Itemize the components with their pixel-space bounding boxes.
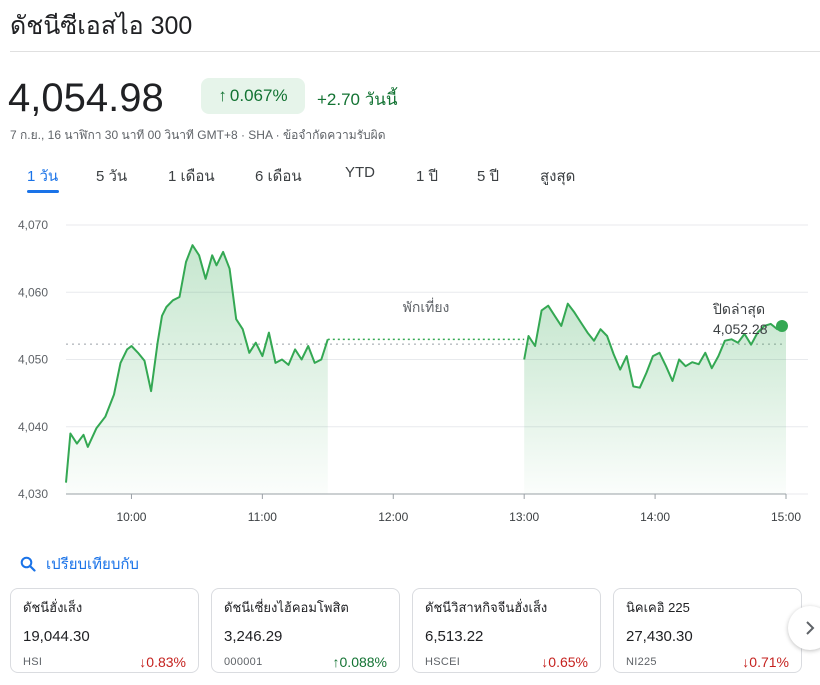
search-icon — [20, 556, 36, 572]
index-symbol: NI225 — [626, 656, 657, 668]
price-chart[interactable]: 4,070 4,060 4,050 4,040 4,030 10:00 11:00 12:00… — [0, 210, 820, 530]
index-card-000001[interactable]: ดัชนีเซี่ยงไฮ้คอมโพสิต 3,246.29 000001 ↑… — [211, 588, 400, 673]
page-title: ดัชนีซีเอสไอ 300 — [10, 12, 193, 40]
index-card-ni225[interactable]: นิคเคอิ 225 27,430.30 NI225 ↓0.71% — [613, 588, 802, 673]
active-tab-indicator — [27, 190, 59, 193]
index-change: ↓0.71% — [742, 654, 789, 670]
previous-close-value: 4,052.28 — [713, 321, 768, 337]
lunch-break-label: พักเที่ยง — [403, 298, 450, 315]
index-name: ดัชนีวิสาหกิจจีนฮั่งเส็ง — [425, 600, 548, 615]
index-symbol: 000001 — [224, 656, 263, 668]
index-change: ↓0.83% — [139, 654, 186, 670]
arrow-down-icon: ↓ — [541, 654, 549, 670]
change-absolute: +2.70 วันนี้ — [317, 90, 398, 109]
x-tick-label: 15:00 — [771, 510, 801, 524]
tab-1-year[interactable]: 1 ปี — [416, 168, 439, 185]
previous-close-label: ปิดล่าสุด — [713, 301, 766, 318]
index-name: ดัชนีฮั่งเส็ง — [23, 600, 83, 615]
index-name: ดัชนีเซี่ยงไฮ้คอมโพสิต — [224, 600, 349, 615]
timestamp-disclaimer: 7 ก.ย., 16 นาฬิกา 30 นาที 00 วินาที GMT+… — [10, 128, 386, 142]
tab-1-day[interactable]: 1 วัน — [27, 168, 59, 185]
change-percent: 0.067% — [229, 86, 288, 105]
x-tick-label: 12:00 — [378, 510, 408, 524]
x-tick-label: 13:00 — [509, 510, 539, 524]
tab-5-day[interactable]: 5 วัน — [96, 168, 128, 185]
arrow-up-icon: ↑ — [218, 86, 227, 105]
index-change: ↑0.088% — [332, 654, 387, 670]
price-area — [66, 245, 328, 494]
y-tick-label: 4,070 — [18, 218, 48, 232]
y-tick-label: 4,030 — [18, 487, 48, 501]
index-card-hsi[interactable]: ดัชนีฮั่งเส็ง 19,044.30 HSI ↓0.83% — [10, 588, 199, 673]
current-price: 4,054.98 — [8, 76, 164, 120]
next-cards-button[interactable] — [788, 606, 820, 650]
index-value: 3,246.29 — [224, 628, 283, 645]
x-tick-label: 11:00 — [248, 510, 277, 524]
x-tick-label: 10:00 — [116, 510, 146, 524]
price-line — [65, 244, 329, 483]
tab-5-year[interactable]: 5 ปี — [477, 168, 500, 185]
y-tick-label: 4,060 — [18, 285, 48, 299]
chevron-right-icon — [806, 621, 815, 635]
index-value: 27,430.30 — [626, 628, 693, 645]
y-tick-label: 4,050 — [18, 353, 48, 367]
index-value: 6,513.22 — [425, 628, 484, 645]
compare-button[interactable]: เปรียบเทียบกับ — [20, 552, 139, 576]
index-value: 19,044.30 — [23, 628, 90, 645]
arrow-down-icon: ↓ — [742, 654, 750, 670]
header-divider — [10, 51, 820, 52]
arrow-up-icon: ↑ — [332, 654, 340, 670]
tab-max[interactable]: สูงสุด — [540, 168, 576, 185]
y-tick-label: 4,040 — [18, 420, 48, 434]
price-line — [523, 302, 787, 389]
index-symbol: HSCEI — [425, 656, 461, 668]
x-tick-label: 14:00 — [640, 510, 670, 524]
index-card-hscei[interactable]: ดัชนีวิสาหกิจจีนฮั่งเส็ง 6,513.22 HSCEI … — [412, 588, 601, 673]
compare-label: เปรียบเทียบกับ — [46, 556, 139, 573]
last-price-marker — [776, 320, 788, 333]
index-name: นิคเคอิ 225 — [626, 600, 690, 615]
index-symbol: HSI — [23, 656, 43, 668]
tab-1-month[interactable]: 1 เดือน — [168, 168, 215, 185]
change-percent-badge: ↑ 0.067% — [201, 78, 305, 114]
arrow-down-icon: ↓ — [139, 654, 147, 670]
index-change: ↓0.65% — [541, 654, 588, 670]
tab-6-month[interactable]: 6 เดือน — [255, 168, 302, 185]
tab-ytd[interactable]: YTD — [345, 164, 375, 181]
